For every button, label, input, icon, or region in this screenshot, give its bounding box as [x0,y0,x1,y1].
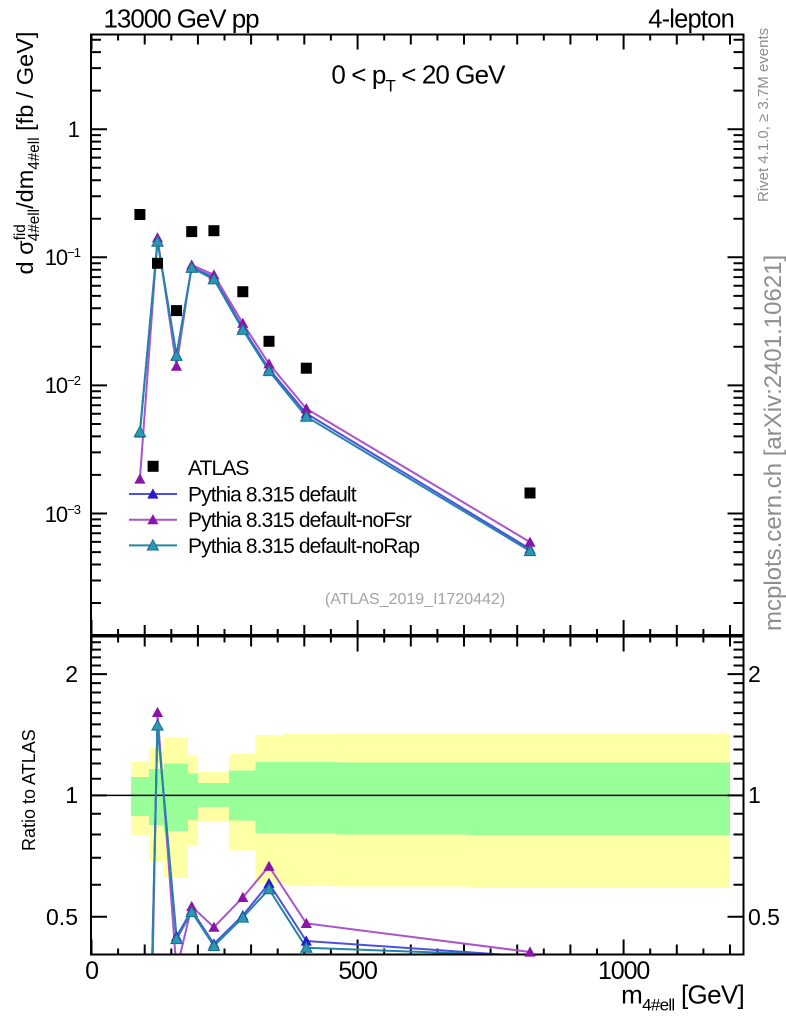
svg-text:0: 0 [85,957,98,985]
svg-text:1: 1 [65,782,78,808]
svg-text:Rivet 4.1.0, ≥ 3.7M events: Rivet 4.1.0, ≥ 3.7M events [755,28,772,202]
svg-text:10−2: 10−2 [45,373,81,398]
svg-text:(ATLAS_2019_I1720442): (ATLAS_2019_I1720442) [325,591,505,608]
svg-text:1: 1 [748,782,761,808]
svg-text:Pythia 8.315 default: Pythia 8.315 default [188,484,357,507]
svg-text:1000: 1000 [598,957,649,985]
svg-text:4-lepton: 4-lepton [648,6,734,34]
svg-text:m4#ell [GeV]: m4#ell [GeV] [621,980,744,1015]
svg-text:2: 2 [65,661,78,687]
svg-text:Ratio to ATLAS: Ratio to ATLAS [19,729,39,851]
svg-text:0.5: 0.5 [46,904,78,930]
svg-text:mcplots.cern.ch [arXiv:2401.10: mcplots.cern.ch [arXiv:2401.10621] [760,255,786,631]
svg-text:13000 GeV pp: 13000 GeV pp [104,4,260,34]
svg-text:0.5: 0.5 [748,904,780,930]
svg-text:d σfid4#ell/dm4#ell [fb / GeV]: d σfid4#ell/dm4#ell [fb / GeV] [12,32,43,275]
svg-text:Pythia 8.315 default-noFsr: Pythia 8.315 default-noFsr [188,509,412,532]
svg-text:ATLAS: ATLAS [188,457,249,480]
svg-text:Pythia 8.315 default-noRap: Pythia 8.315 default-noRap [188,535,419,558]
svg-text:2: 2 [748,661,761,687]
svg-text:1: 1 [68,117,80,142]
svg-text:500: 500 [338,957,377,985]
